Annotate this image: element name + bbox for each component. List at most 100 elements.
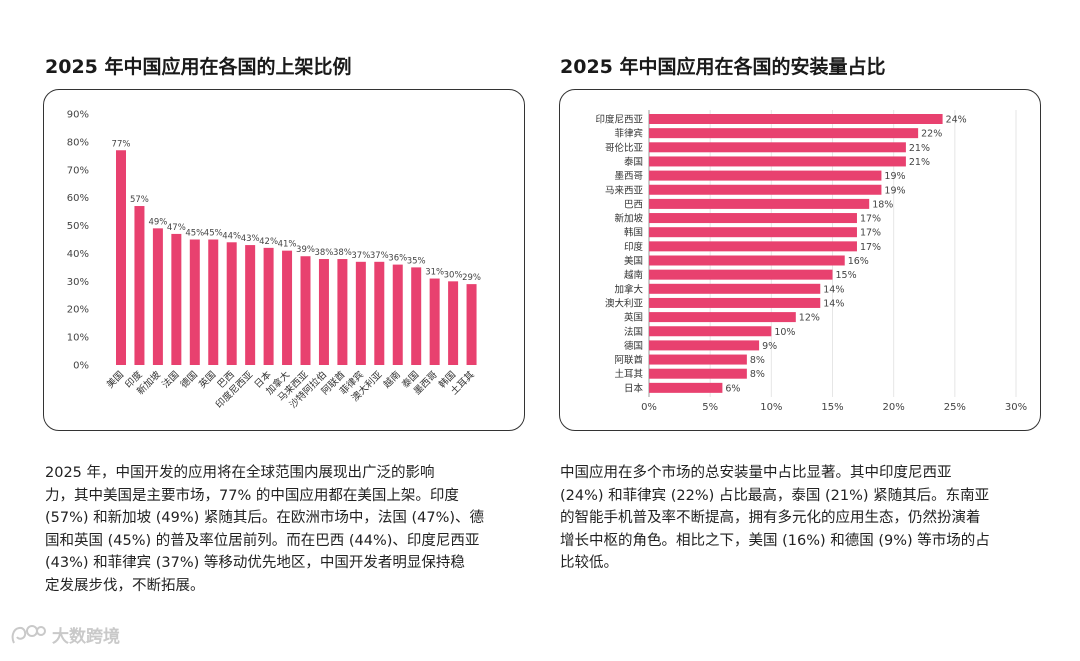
bar-value-label: 17% (860, 242, 881, 253)
bar (300, 256, 311, 365)
bar-value-label: 8% (750, 355, 765, 366)
bar-value-label: 30% (444, 270, 463, 280)
left-chart-title: 2025 年中国应用在各国的上架比例 (45, 56, 352, 78)
watermark-text: 大数跨境 (52, 627, 120, 647)
bar (649, 184, 882, 195)
bar (263, 247, 274, 365)
bar (649, 128, 919, 139)
bar (649, 170, 882, 181)
bar-value-label: 57% (130, 195, 149, 205)
bar-value-label: 42% (259, 237, 278, 247)
y-tick-label: 法国 (624, 326, 643, 338)
y-tick-label: 0% (73, 361, 89, 372)
bar (649, 156, 906, 167)
bar (282, 250, 293, 365)
bar-value-label: 37% (370, 251, 389, 261)
bar (649, 297, 821, 308)
bar-value-label: 19% (884, 185, 905, 196)
bar (226, 242, 237, 365)
bar (649, 368, 747, 379)
bar-value-label: 16% (848, 256, 869, 267)
bar (649, 326, 772, 337)
bar (649, 354, 747, 365)
bar-value-label: 22% (921, 129, 942, 140)
bar-value-label: 38% (314, 248, 333, 258)
x-tick-label: 0% (641, 402, 657, 413)
bar-value-label: 6% (725, 383, 740, 394)
y-tick-label: 马来西亚 (605, 185, 644, 196)
y-tick-label: 阿联酋 (614, 354, 643, 366)
bar-value-label: 77% (112, 139, 131, 149)
bar-value-label: 41% (278, 240, 297, 250)
y-tick-label: 土耳其 (614, 368, 643, 380)
bar-value-label: 14% (823, 298, 844, 309)
x-tick-label: 美国 (104, 369, 126, 391)
y-tick-label: 30% (67, 277, 89, 288)
bar (116, 150, 126, 365)
bar-value-label: 44% (222, 231, 241, 241)
bar-value-label: 37% (351, 251, 370, 261)
bar (355, 261, 366, 365)
y-tick-label: 20% (67, 305, 89, 316)
bar (649, 213, 857, 224)
bar-value-label: 15% (836, 270, 857, 281)
install-share-bar-chart: 0% 5% 10% 15% 20% 25% 30% 24% 印度尼西亚 22% 菲律宾 21% 哥伦比亚… (595, 110, 1027, 413)
x-tick-label: 5% (702, 402, 718, 413)
listing-ratio-description: 2025 年，中国开发的应用将在全球范围内展现出广泛的影响 力，其中美国是主要市… (45, 465, 485, 594)
x-tick-label: 30% (1005, 402, 1027, 413)
bar (429, 278, 440, 365)
bar (649, 198, 870, 209)
y-tick-label: 日本 (624, 382, 644, 394)
y-tick-label: 越南 (624, 269, 643, 281)
bar-value-label: 17% (860, 228, 881, 239)
bar (245, 245, 256, 365)
bar-value-label: 21% (909, 157, 930, 168)
bar (649, 241, 857, 252)
watermark: 大数跨境 (10, 622, 120, 647)
bar (208, 239, 219, 365)
y-tick-label: 哥伦比亚 (605, 142, 644, 154)
bar (171, 233, 182, 365)
y-tick-label: 印度 (624, 241, 644, 253)
y-tick-label: 巴西 (624, 199, 643, 210)
y-tick-label: 40% (67, 249, 89, 260)
bar (189, 239, 200, 365)
y-tick-label: 加拿大 (614, 283, 643, 295)
y-tick-label: 70% (67, 165, 89, 176)
bar (448, 281, 459, 365)
x-tick-label: 法国 (160, 369, 182, 391)
x-tick-label: 20% (883, 402, 905, 413)
y-tick-label: 英国 (624, 312, 643, 324)
bar-value-label: 35% (407, 256, 426, 266)
y-tick-label: 墨西哥 (614, 171, 643, 182)
y-tick-label: 美国 (624, 255, 643, 267)
y-tick-label: 50% (67, 221, 89, 232)
listing-ratio-bar-chart: 0%10%20%30%40%50%60%70%80%90%77%美国57%印度4… (67, 110, 481, 411)
y-tick-label: 新加坡 (614, 213, 643, 225)
x-tick-label: 德国 (178, 369, 200, 391)
bar-value-label: 39% (296, 245, 315, 255)
bar-value-label: 14% (823, 284, 844, 295)
bar (649, 114, 943, 124)
brand-logo-icon (11, 624, 46, 643)
y-tick-label: 菲律宾 (614, 128, 643, 140)
y-tick-label: 80% (67, 137, 89, 148)
y-tick-label: 10% (67, 333, 89, 344)
bar-value-label: 45% (185, 229, 204, 239)
bar-value-label: 17% (860, 214, 881, 225)
bar (649, 255, 845, 266)
bar-value-label: 21% (909, 143, 930, 154)
x-tick-label: 英国 (196, 369, 218, 391)
install-share-description: 中国应用在多个市场的总安装量中占比显著。其中印度尼西亚 (24%) 和菲律宾 (… (560, 465, 990, 571)
bar (374, 261, 385, 365)
x-tick-label: 印度尼西亚 (213, 368, 255, 410)
bar-value-label: 43% (241, 234, 260, 244)
y-tick-label: 60% (67, 193, 89, 204)
bar-value-label: 12% (799, 313, 820, 324)
bar (318, 259, 329, 365)
install-share-chart-panel: 0% 5% 10% 15% 20% 25% 30% 24% 印度尼西亚 22% 菲律宾 21% 哥伦比亚… (559, 89, 1041, 431)
bar (411, 267, 422, 365)
y-tick-label: 韩国 (624, 227, 643, 239)
bar-value-label: 18% (872, 199, 893, 210)
bar (392, 264, 403, 365)
